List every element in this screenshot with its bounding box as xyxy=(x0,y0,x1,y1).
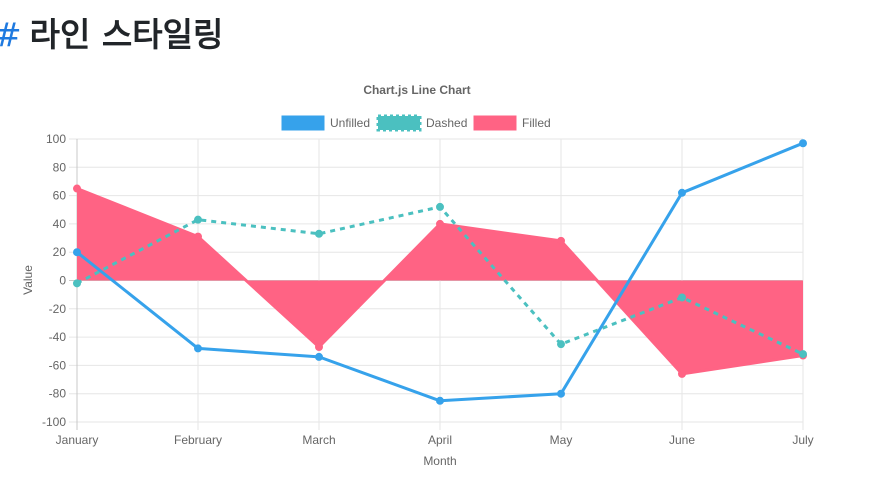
data-point xyxy=(315,229,323,238)
legend-swatch xyxy=(473,115,517,131)
y-tick-label: -80 xyxy=(49,387,67,401)
legend-label: Dashed xyxy=(426,116,467,130)
line-chart: Chart.js Line Chart Unfilled Dashed Filled… xyxy=(21,83,814,468)
data-point xyxy=(73,184,81,193)
data-point xyxy=(557,236,565,245)
data-point xyxy=(315,343,323,352)
heading-anchor[interactable]: # xyxy=(0,15,22,54)
x-tick-label: February xyxy=(174,433,222,447)
legend-label: Unfilled xyxy=(330,116,370,130)
data-point xyxy=(194,215,202,224)
chart-title: Chart.js Line Chart xyxy=(363,83,470,97)
x-tick-label: May xyxy=(550,433,573,447)
y-tick-label: 0 xyxy=(59,274,66,288)
y-tick-label: -40 xyxy=(49,330,67,344)
data-point xyxy=(557,389,565,398)
data-point xyxy=(194,232,202,241)
data-point xyxy=(194,344,202,353)
y-tick-label: -20 xyxy=(49,302,67,316)
x-tick-label: January xyxy=(56,433,99,447)
data-point xyxy=(436,202,444,211)
y-tick-label: 60 xyxy=(53,189,67,203)
x-axis-title: Month xyxy=(423,454,456,468)
y-tick-label: -60 xyxy=(49,358,67,372)
chart-legend: Unfilled Dashed Filled xyxy=(281,114,551,132)
chart-ticks: 100 80 60 40 20 0 -20 -40 -60 -80 -100 January Febru… xyxy=(42,132,814,447)
y-axis-title: Value xyxy=(21,265,35,295)
y-tick-label: 20 xyxy=(53,245,67,259)
x-tick-label: March xyxy=(302,433,335,447)
data-point xyxy=(799,350,807,359)
data-point xyxy=(315,352,323,361)
y-tick-label: -100 xyxy=(42,415,66,429)
legend-swatch xyxy=(376,114,422,132)
y-tick-label: 80 xyxy=(53,160,67,174)
legend-swatch xyxy=(281,115,325,131)
x-tick-label: April xyxy=(428,433,452,447)
data-point xyxy=(436,219,444,228)
data-point xyxy=(73,248,81,257)
heading-text: 라인 스타일링 xyxy=(29,15,224,54)
y-tick-label: 100 xyxy=(46,132,66,146)
x-tick-label: June xyxy=(669,433,695,447)
legend-label: Filled xyxy=(522,116,551,130)
data-point xyxy=(73,279,81,288)
x-tick-label: July xyxy=(792,433,813,447)
data-point xyxy=(678,369,686,378)
y-tick-label: 40 xyxy=(53,217,67,231)
data-point xyxy=(678,188,686,197)
data-point xyxy=(557,340,565,349)
page-heading: #라인 스타일링 xyxy=(0,8,223,56)
data-point xyxy=(436,396,444,405)
data-point xyxy=(799,139,807,148)
data-point xyxy=(678,293,686,302)
chart-plot-area xyxy=(73,139,807,405)
